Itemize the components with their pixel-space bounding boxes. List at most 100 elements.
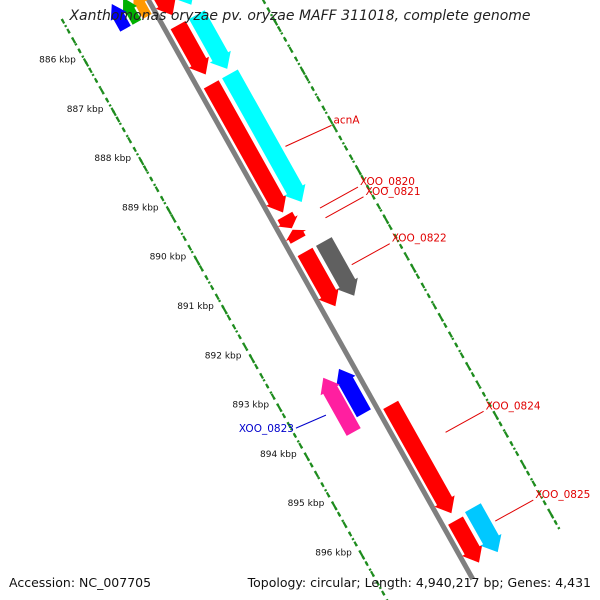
- scale-tick-inner: [165, 205, 173, 215]
- label-leader-xoo_0822: [351, 243, 390, 266]
- gene-arrow-6: [189, 10, 231, 69]
- scale-tick-outer: [420, 283, 426, 289]
- scale-tick-outer: [382, 214, 389, 224]
- scale-tick-outer: [371, 194, 376, 200]
- scale-tick-inner: [342, 521, 347, 527]
- gene-arrow-xoo_0823: [320, 377, 361, 436]
- scale-tick-outer: [498, 421, 503, 427]
- scale-tick-outer: [398, 243, 404, 250]
- scale-tick-outer: [509, 440, 514, 447]
- scale-tick-inner: [303, 452, 311, 462]
- kbp-label-889: 889 kbp: [122, 203, 159, 213]
- scale-tick-inner: [259, 373, 264, 379]
- scale-tick-outer: [448, 332, 453, 338]
- gene-arrow-3: [154, 0, 176, 16]
- scale-tick-inner: [226, 314, 231, 320]
- scale-tick-outer: [454, 342, 459, 348]
- scale-tick-inner: [243, 343, 248, 350]
- scale-tick-outer: [293, 56, 299, 62]
- scale-tick-outer: [536, 490, 542, 496]
- scale-tick-inner: [231, 324, 237, 330]
- scale-tick-outer: [492, 411, 500, 421]
- scale-tick-outer: [288, 46, 293, 52]
- scale-tick-outer: [531, 480, 536, 486]
- scale-tick-outer: [409, 263, 417, 273]
- scale-tick-inner: [182, 235, 187, 241]
- scale-tick-outer: [415, 273, 420, 279]
- kbp-label-890: 890 kbp: [150, 253, 187, 263]
- scale-tick-inner: [143, 166, 148, 172]
- scale-tick-outer: [481, 391, 487, 398]
- genome-summary-text: Topology: circular; Length: 4,940,217 bp…: [247, 575, 591, 590]
- gene-label-xoo_0823: XOO_0823: [239, 423, 294, 435]
- scale-tick-outer: [487, 401, 492, 407]
- scale-tick-inner: [347, 531, 353, 537]
- scale-tick-inner: [110, 107, 117, 117]
- scale-tick-outer: [520, 460, 527, 470]
- gene-arrow-4: [178, 0, 193, 5]
- scale-tick-outer: [321, 105, 326, 112]
- scale-tick-outer: [266, 7, 271, 13]
- scale-tick-inner: [375, 580, 380, 587]
- scale-tick-outer: [476, 381, 481, 388]
- scale-tick-outer: [503, 431, 509, 437]
- scale-tick-inner: [71, 38, 77, 44]
- scale-tick-inner: [320, 481, 325, 488]
- scale-tick-inner: [99, 87, 104, 94]
- scale-tick-inner: [215, 294, 220, 301]
- scale-tick-outer: [360, 174, 365, 181]
- scale-tick-inner: [381, 590, 386, 596]
- scale-tick-outer: [465, 362, 472, 371]
- scale-tick-outer: [305, 76, 310, 82]
- scale-tick-inner: [176, 225, 182, 232]
- label-leader-xoo_0821: [325, 196, 364, 219]
- gene-arrow-13: [336, 368, 371, 418]
- scale-tick-inner: [331, 501, 338, 511]
- label-leader-acna: [285, 124, 332, 147]
- scale-tick-outer: [514, 450, 520, 457]
- scale-tick-inner: [193, 255, 200, 265]
- gene-arrow-xoo_0824: [383, 400, 455, 514]
- scale-tick-outer: [393, 233, 398, 240]
- scale-tick-outer: [542, 500, 547, 506]
- scale-tick-outer: [261, 0, 266, 3]
- scale-tick-outer: [338, 135, 343, 141]
- kbp-label-891: 891 kbp: [177, 302, 214, 312]
- gene-label-acna: acnA: [333, 114, 360, 126]
- kbp-label-895: 895 kbp: [288, 499, 325, 509]
- scale-tick-inner: [198, 265, 204, 271]
- scale-tick-inner: [336, 511, 342, 517]
- scale-tick-outer: [282, 36, 288, 43]
- scale-tick-outer: [349, 154, 354, 161]
- gene-arrow-acna: [203, 80, 287, 213]
- label-leader-xoo_0820: [319, 186, 359, 209]
- scale-tick-inner: [314, 472, 320, 478]
- label-leader-xoo_0825: [495, 499, 534, 522]
- gene-label-xoo_0825: XOO_0825: [535, 489, 590, 501]
- scale-tick-outer: [299, 66, 306, 76]
- scale-dotted-line-outer: [261, 0, 562, 531]
- scale-tick-outer: [310, 85, 315, 92]
- scale-tick-inner: [370, 570, 375, 577]
- scale-tick-outer: [459, 352, 464, 358]
- scale-tick-inner: [77, 48, 82, 54]
- scale-tick-inner: [82, 57, 90, 67]
- genome-backbone: [145, 0, 475, 581]
- kbp-label-888: 888 kbp: [94, 154, 131, 164]
- scale-tick-outer: [404, 253, 409, 259]
- scale-tick-inner: [364, 560, 369, 567]
- scale-tick-inner: [127, 136, 132, 143]
- scale-tick-outer: [271, 16, 279, 26]
- scale-tick-outer: [387, 223, 393, 230]
- gene-arrow-xoo_0820: [277, 211, 298, 229]
- scale-tick-inner: [121, 127, 126, 133]
- scale-tick-inner: [220, 304, 228, 314]
- accession-text: Accession: NC_007705: [9, 575, 152, 590]
- scale-tick-outer: [354, 164, 362, 174]
- scale-tick-inner: [325, 491, 331, 498]
- gene-label-xoo_0824: XOO_0824: [486, 400, 541, 412]
- scale-tick-inner: [93, 77, 99, 84]
- scale-tick-inner: [309, 462, 314, 468]
- scale-tick-outer: [365, 184, 371, 190]
- kbp-label-887: 887 kbp: [67, 105, 104, 115]
